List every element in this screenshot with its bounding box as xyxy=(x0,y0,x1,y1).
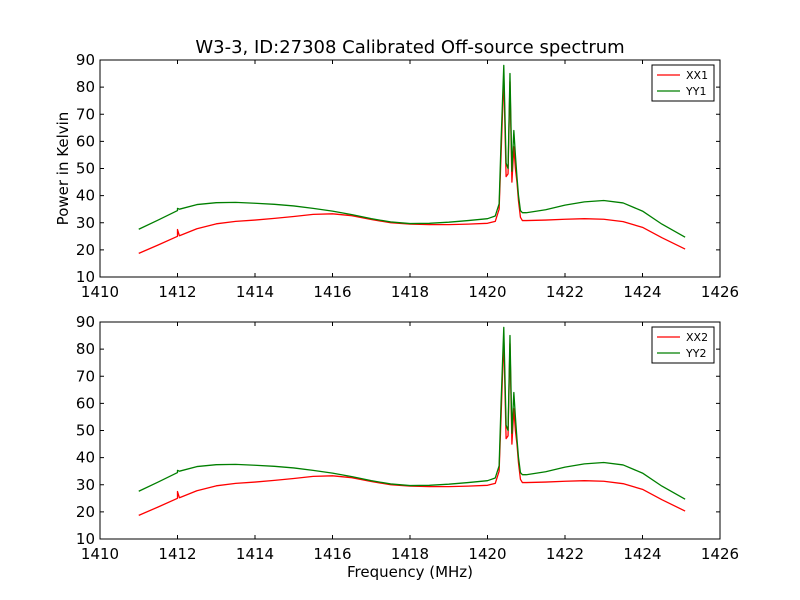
subplot-panels: 1410 1412 1414 1416 1418 1420 1422 1424 1426 10 20… xyxy=(54,51,739,581)
x-tick-label: 1426 xyxy=(701,545,739,563)
y-tick-label: 60 xyxy=(76,132,95,150)
series-line-yy2 xyxy=(138,326,686,500)
x-axis-label: Frequency (MHz) xyxy=(347,563,473,581)
y-tick-label: 20 xyxy=(76,241,95,259)
x-tick-label: 1416 xyxy=(313,545,351,563)
legend-label-yy2: YY2 xyxy=(685,347,706,360)
x-tick-label: 1420 xyxy=(468,545,506,563)
chart-title: W3-3, ID:27308 Calibrated Off-source spe… xyxy=(195,37,624,58)
x-tick-label: 1410 xyxy=(81,283,119,301)
y-tick-label: 50 xyxy=(76,160,95,178)
x-tick-label: 1410 xyxy=(81,545,119,563)
legend-box xyxy=(651,64,715,102)
y-tick-label: 90 xyxy=(76,51,95,69)
y-tick-label: 30 xyxy=(76,214,95,232)
y-tick-label: 70 xyxy=(76,105,95,123)
y-tick-label: 40 xyxy=(76,187,95,205)
y-tick-label: 90 xyxy=(76,313,95,331)
legend-label-yy1: YY1 xyxy=(685,85,706,98)
series-line-xx1 xyxy=(138,75,686,254)
x-tick-label: 1414 xyxy=(236,283,274,301)
x-tick-label: 1418 xyxy=(391,283,429,301)
y-tick-label: 20 xyxy=(76,503,95,521)
x-tick-label: 1412 xyxy=(158,545,196,563)
subplot-2: 1410 1412 1414 1416 1418 1420 1422 1424 1426 10 20… xyxy=(76,313,739,581)
x-tick-label: 1412 xyxy=(158,283,196,301)
legend-label-xx2: XX2 xyxy=(686,331,708,344)
x-tick-label: 1424 xyxy=(623,545,661,563)
x-tick-label: 1422 xyxy=(546,283,584,301)
subplot-1: 1410 1412 1414 1416 1418 1420 1422 1424 1426 10 20… xyxy=(54,51,739,301)
y-axis-label: Power in Kelvin xyxy=(54,112,72,226)
y-tick-label: 10 xyxy=(76,530,95,548)
x-tick-label: 1422 xyxy=(546,545,584,563)
y-tick-label: 40 xyxy=(76,449,95,467)
x-tick-label: 1426 xyxy=(701,283,739,301)
y-tick-label: 60 xyxy=(76,394,95,412)
y-tick-label: 70 xyxy=(76,367,95,385)
legend-box xyxy=(651,326,715,364)
x-tick-label: 1424 xyxy=(623,283,661,301)
y-tick-label: 80 xyxy=(76,78,95,96)
y-tick-label: 30 xyxy=(76,476,95,494)
x-tick-label: 1418 xyxy=(391,545,429,563)
y-tick-label: 50 xyxy=(76,422,95,440)
series-line-xx2 xyxy=(138,337,686,516)
series-line-yy1 xyxy=(138,64,686,238)
x-tick-label: 1416 xyxy=(313,283,351,301)
y-tick-label: 80 xyxy=(76,340,95,358)
y-tick-label: 10 xyxy=(76,268,95,286)
x-tick-label: 1420 xyxy=(468,283,506,301)
legend-label-xx1: XX1 xyxy=(686,69,708,82)
x-tick-label: 1414 xyxy=(236,545,274,563)
